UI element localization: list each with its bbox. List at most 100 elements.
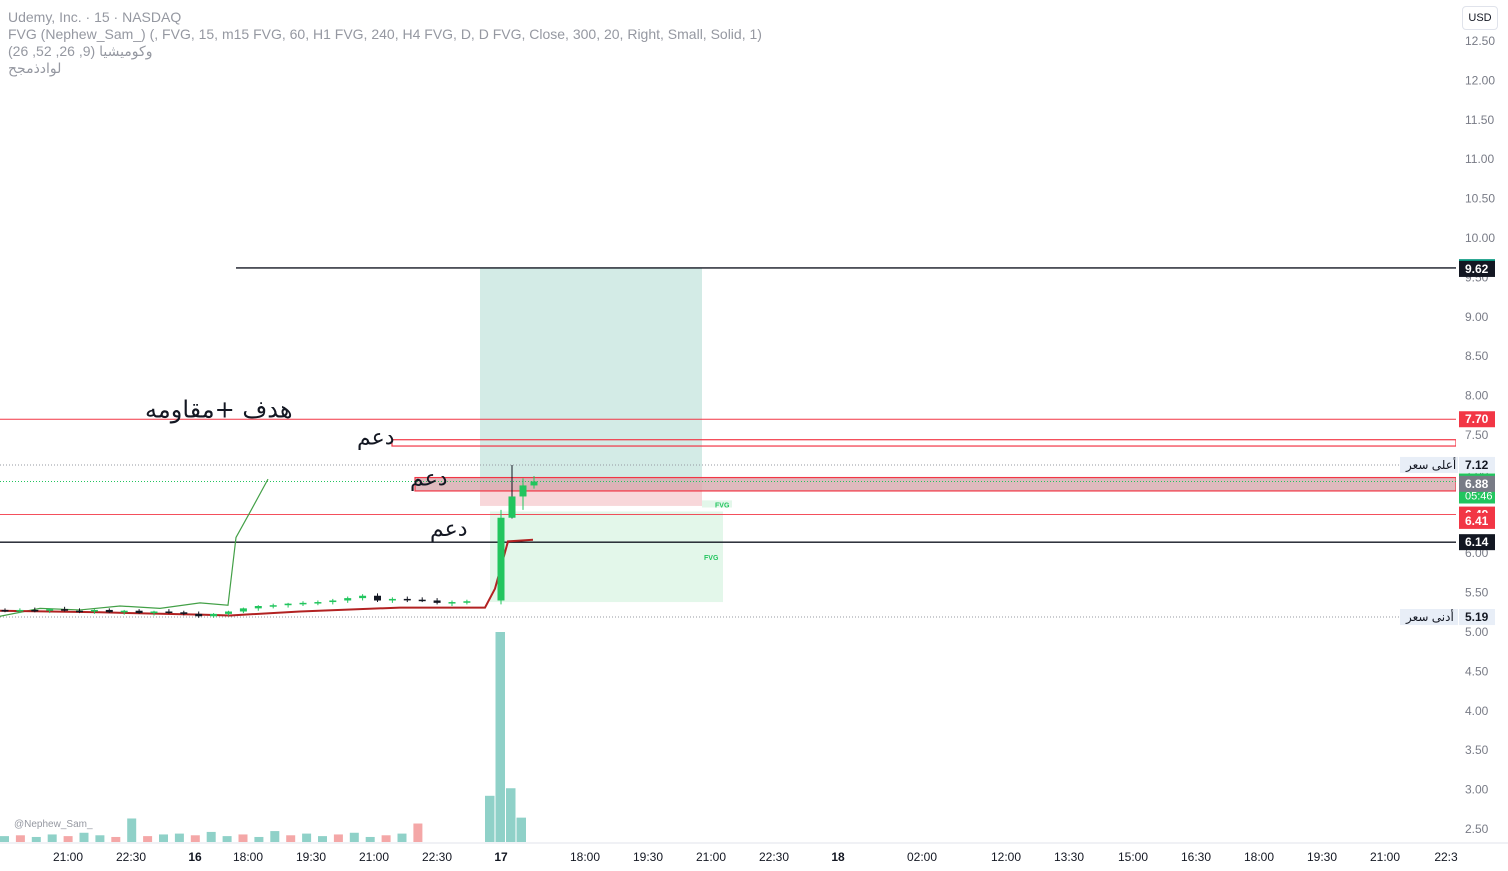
volume-bar bbox=[302, 833, 312, 842]
ichimoku-line bbox=[0, 478, 269, 617]
time-tick-label: 18:00 bbox=[233, 850, 263, 864]
price-label-text: 7.12 bbox=[1465, 458, 1489, 472]
price-label-tag bbox=[1459, 411, 1495, 428]
volume-bar bbox=[47, 834, 57, 842]
candle-body bbox=[530, 481, 538, 486]
candle-body bbox=[314, 602, 322, 604]
candle-body bbox=[299, 602, 307, 605]
position-profit-zone bbox=[480, 267, 702, 484]
time-tick-label: 22:30 bbox=[116, 850, 146, 864]
candle-body bbox=[359, 595, 367, 599]
price-tick-label: 10.50 bbox=[1465, 192, 1495, 206]
candle-body bbox=[105, 609, 113, 613]
price-label-tag bbox=[1459, 512, 1495, 529]
time-tick-label: 19:30 bbox=[633, 850, 663, 864]
price-tick-label: 9.00 bbox=[1465, 310, 1489, 324]
volume-bar bbox=[333, 834, 343, 842]
volume-bar bbox=[174, 833, 184, 842]
volume-bar bbox=[222, 836, 232, 842]
price-label-tag bbox=[1459, 260, 1495, 277]
candle-body bbox=[1, 609, 9, 612]
fvg-label: FVG bbox=[715, 502, 730, 509]
time-tick-label: 17 bbox=[494, 850, 508, 864]
fvg-label: FVG bbox=[704, 555, 719, 562]
candle-body bbox=[344, 598, 352, 601]
volume-bar bbox=[381, 835, 391, 842]
time-tick-label: 21:00 bbox=[53, 850, 83, 864]
time-tick-label: 16 bbox=[188, 850, 202, 864]
volume-bar bbox=[143, 836, 153, 842]
candle-body bbox=[120, 610, 128, 613]
candle-body bbox=[61, 609, 69, 611]
chart-legend: Udemy, Inc. · 15 · NASDAQ FVG (Nephew_Sa… bbox=[8, 9, 762, 77]
candle-body bbox=[225, 611, 232, 614]
volume-bar bbox=[485, 795, 495, 842]
indicator-ichimoku-title[interactable]: وكوميشيا (9, 26, 52, 26) bbox=[8, 43, 153, 59]
time-tick-label: 15:00 bbox=[1118, 850, 1148, 864]
candle-body bbox=[254, 605, 262, 609]
currency-button[interactable]: USD bbox=[1462, 6, 1498, 30]
candle-body bbox=[46, 609, 54, 611]
volume-bar bbox=[506, 788, 516, 842]
price-axis bbox=[1456, 0, 1508, 871]
price-caption-text: أدنى سعر bbox=[1405, 609, 1454, 625]
price-tick-label: 2.50 bbox=[1465, 822, 1489, 836]
candle-body bbox=[284, 603, 292, 606]
price-caption-tag bbox=[1400, 609, 1458, 626]
candle-body bbox=[180, 612, 188, 614]
price-tick-label: 7.50 bbox=[1465, 428, 1489, 442]
price-label-text: 6.14 bbox=[1465, 535, 1489, 549]
volume-bar bbox=[286, 835, 296, 842]
candle-body bbox=[269, 605, 277, 607]
time-tick-label: 12:00 bbox=[991, 850, 1021, 864]
fvg-zone bbox=[702, 500, 732, 508]
volume-bar bbox=[15, 835, 25, 842]
time-tick-label: 22:30 bbox=[759, 850, 789, 864]
moving-average-line bbox=[0, 538, 534, 617]
price-caption-text: أعلى سعر bbox=[1405, 457, 1456, 473]
candle-body bbox=[418, 599, 426, 602]
chart-annotation-text: دعم bbox=[357, 425, 395, 450]
candle-body bbox=[448, 602, 456, 604]
volume-bar bbox=[318, 836, 327, 842]
price-tick-label: 8.00 bbox=[1465, 389, 1489, 403]
candle-body bbox=[329, 600, 337, 603]
candle-body bbox=[90, 609, 98, 612]
price-tick-label: 11.00 bbox=[1465, 152, 1494, 166]
time-tick-label: 19:30 bbox=[296, 850, 326, 864]
price-tick-label: 10.00 bbox=[1465, 231, 1495, 245]
volume-bar bbox=[254, 836, 264, 842]
volume-bar bbox=[79, 832, 89, 842]
price-label-text: 6.41 bbox=[1465, 514, 1489, 528]
price-label-text: 6.88 bbox=[1465, 477, 1489, 491]
candle-body bbox=[210, 613, 218, 617]
price-tick-label: 4.00 bbox=[1465, 704, 1489, 718]
indicator-extra-title[interactable]: لوادذمجح bbox=[8, 60, 62, 76]
price-tick-label: 8.50 bbox=[1465, 349, 1489, 363]
chart-annotation-text: دعم bbox=[410, 466, 448, 491]
candle-body bbox=[239, 608, 247, 612]
price-tick-label: 12.00 bbox=[1465, 73, 1495, 87]
symbol-title[interactable]: Udemy, Inc. · 15 · NASDAQ bbox=[8, 9, 182, 25]
time-tick-label: 18 bbox=[831, 850, 845, 864]
candle-body bbox=[165, 611, 173, 614]
candle-body bbox=[433, 600, 441, 603]
indicator-fvg-title[interactable]: FVG (Nephew_Sam_) (, FVG, 15, m15 FVG, 6… bbox=[8, 26, 762, 42]
price-label-tag bbox=[1459, 534, 1495, 551]
candle-body bbox=[508, 496, 516, 518]
volume-bar bbox=[111, 836, 121, 842]
price-label-text: 9.62 bbox=[1465, 262, 1489, 276]
candle-body bbox=[31, 609, 39, 612]
volume-bar bbox=[516, 817, 526, 842]
volume-bar bbox=[206, 831, 216, 842]
volume-bar bbox=[365, 836, 375, 842]
candle-body bbox=[16, 609, 24, 612]
candle-body bbox=[76, 610, 83, 613]
volume-bar bbox=[63, 836, 73, 842]
bar-countdown-text: 05:46 bbox=[1465, 490, 1493, 502]
price-label-tag bbox=[1459, 609, 1495, 626]
price-tick-label: 4.50 bbox=[1465, 664, 1489, 678]
volume-bar bbox=[159, 834, 168, 842]
price-tick-label: 3.50 bbox=[1465, 743, 1489, 757]
